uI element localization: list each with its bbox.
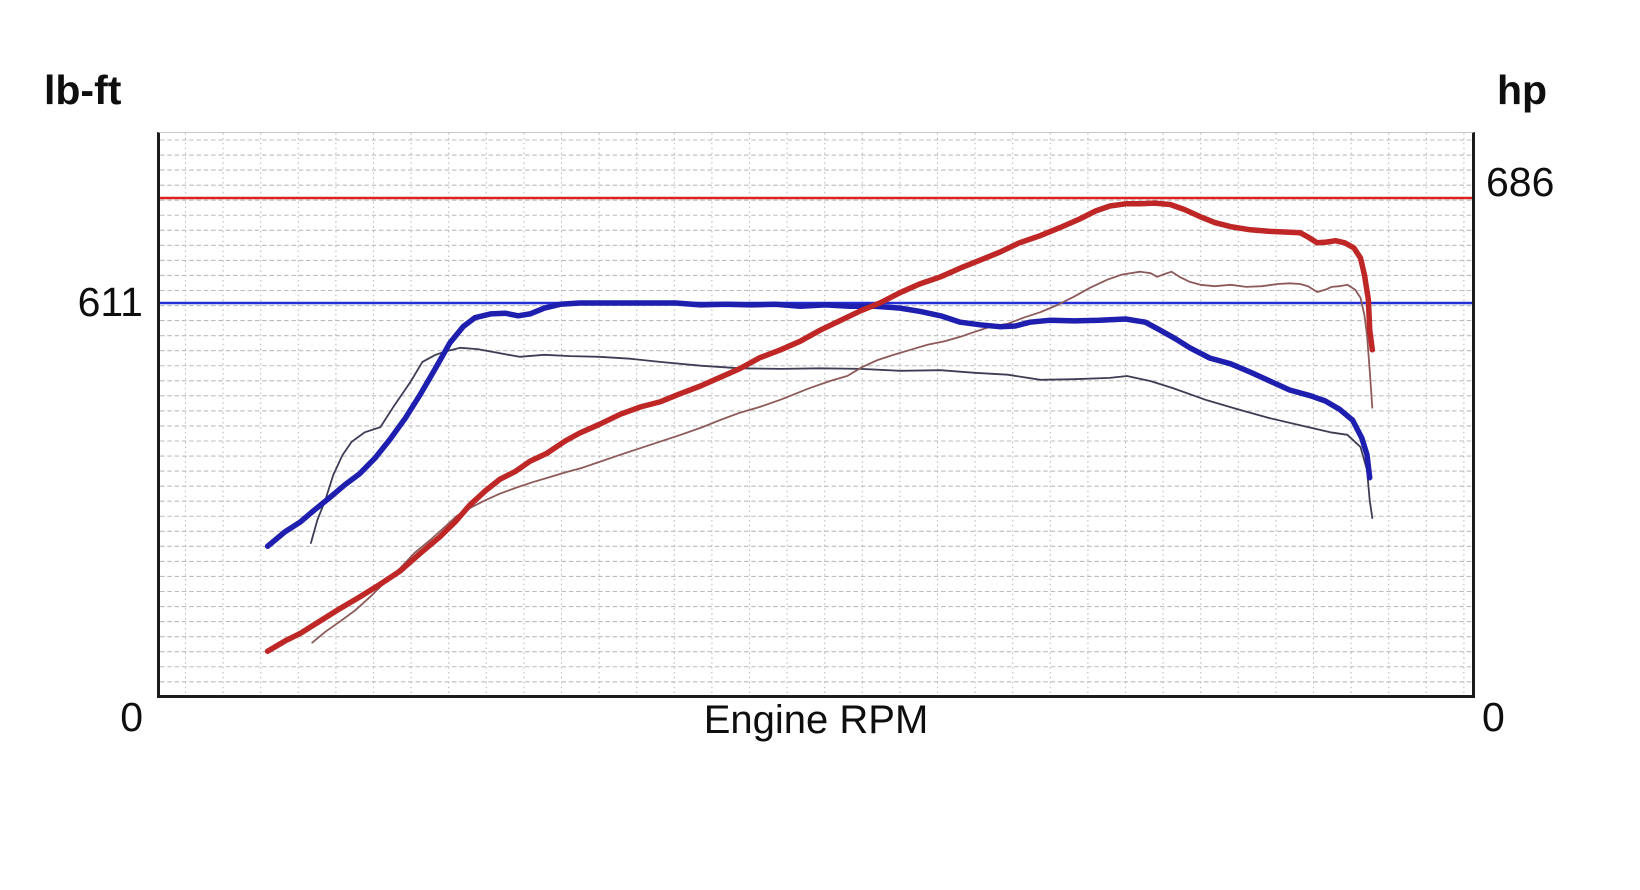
series-hp-stock bbox=[311, 270, 1374, 644]
right-axis-unit-label: hp bbox=[1497, 67, 1548, 113]
left-axis-peak-value: 611 bbox=[77, 279, 143, 325]
plot-svg bbox=[160, 133, 1472, 694]
left-axis-zero-label: 0 bbox=[120, 694, 143, 740]
right-axis-zero-label: 0 bbox=[1482, 694, 1505, 740]
plot-area bbox=[157, 132, 1475, 698]
series-hp-tuned bbox=[264, 200, 1376, 655]
x-axis-title: Engine RPM bbox=[703, 698, 929, 742]
right-axis-peak-value: 686 bbox=[1486, 159, 1555, 205]
series-torque-tuned bbox=[264, 300, 1373, 549]
left-axis-unit-label: lb-ft bbox=[44, 67, 122, 113]
